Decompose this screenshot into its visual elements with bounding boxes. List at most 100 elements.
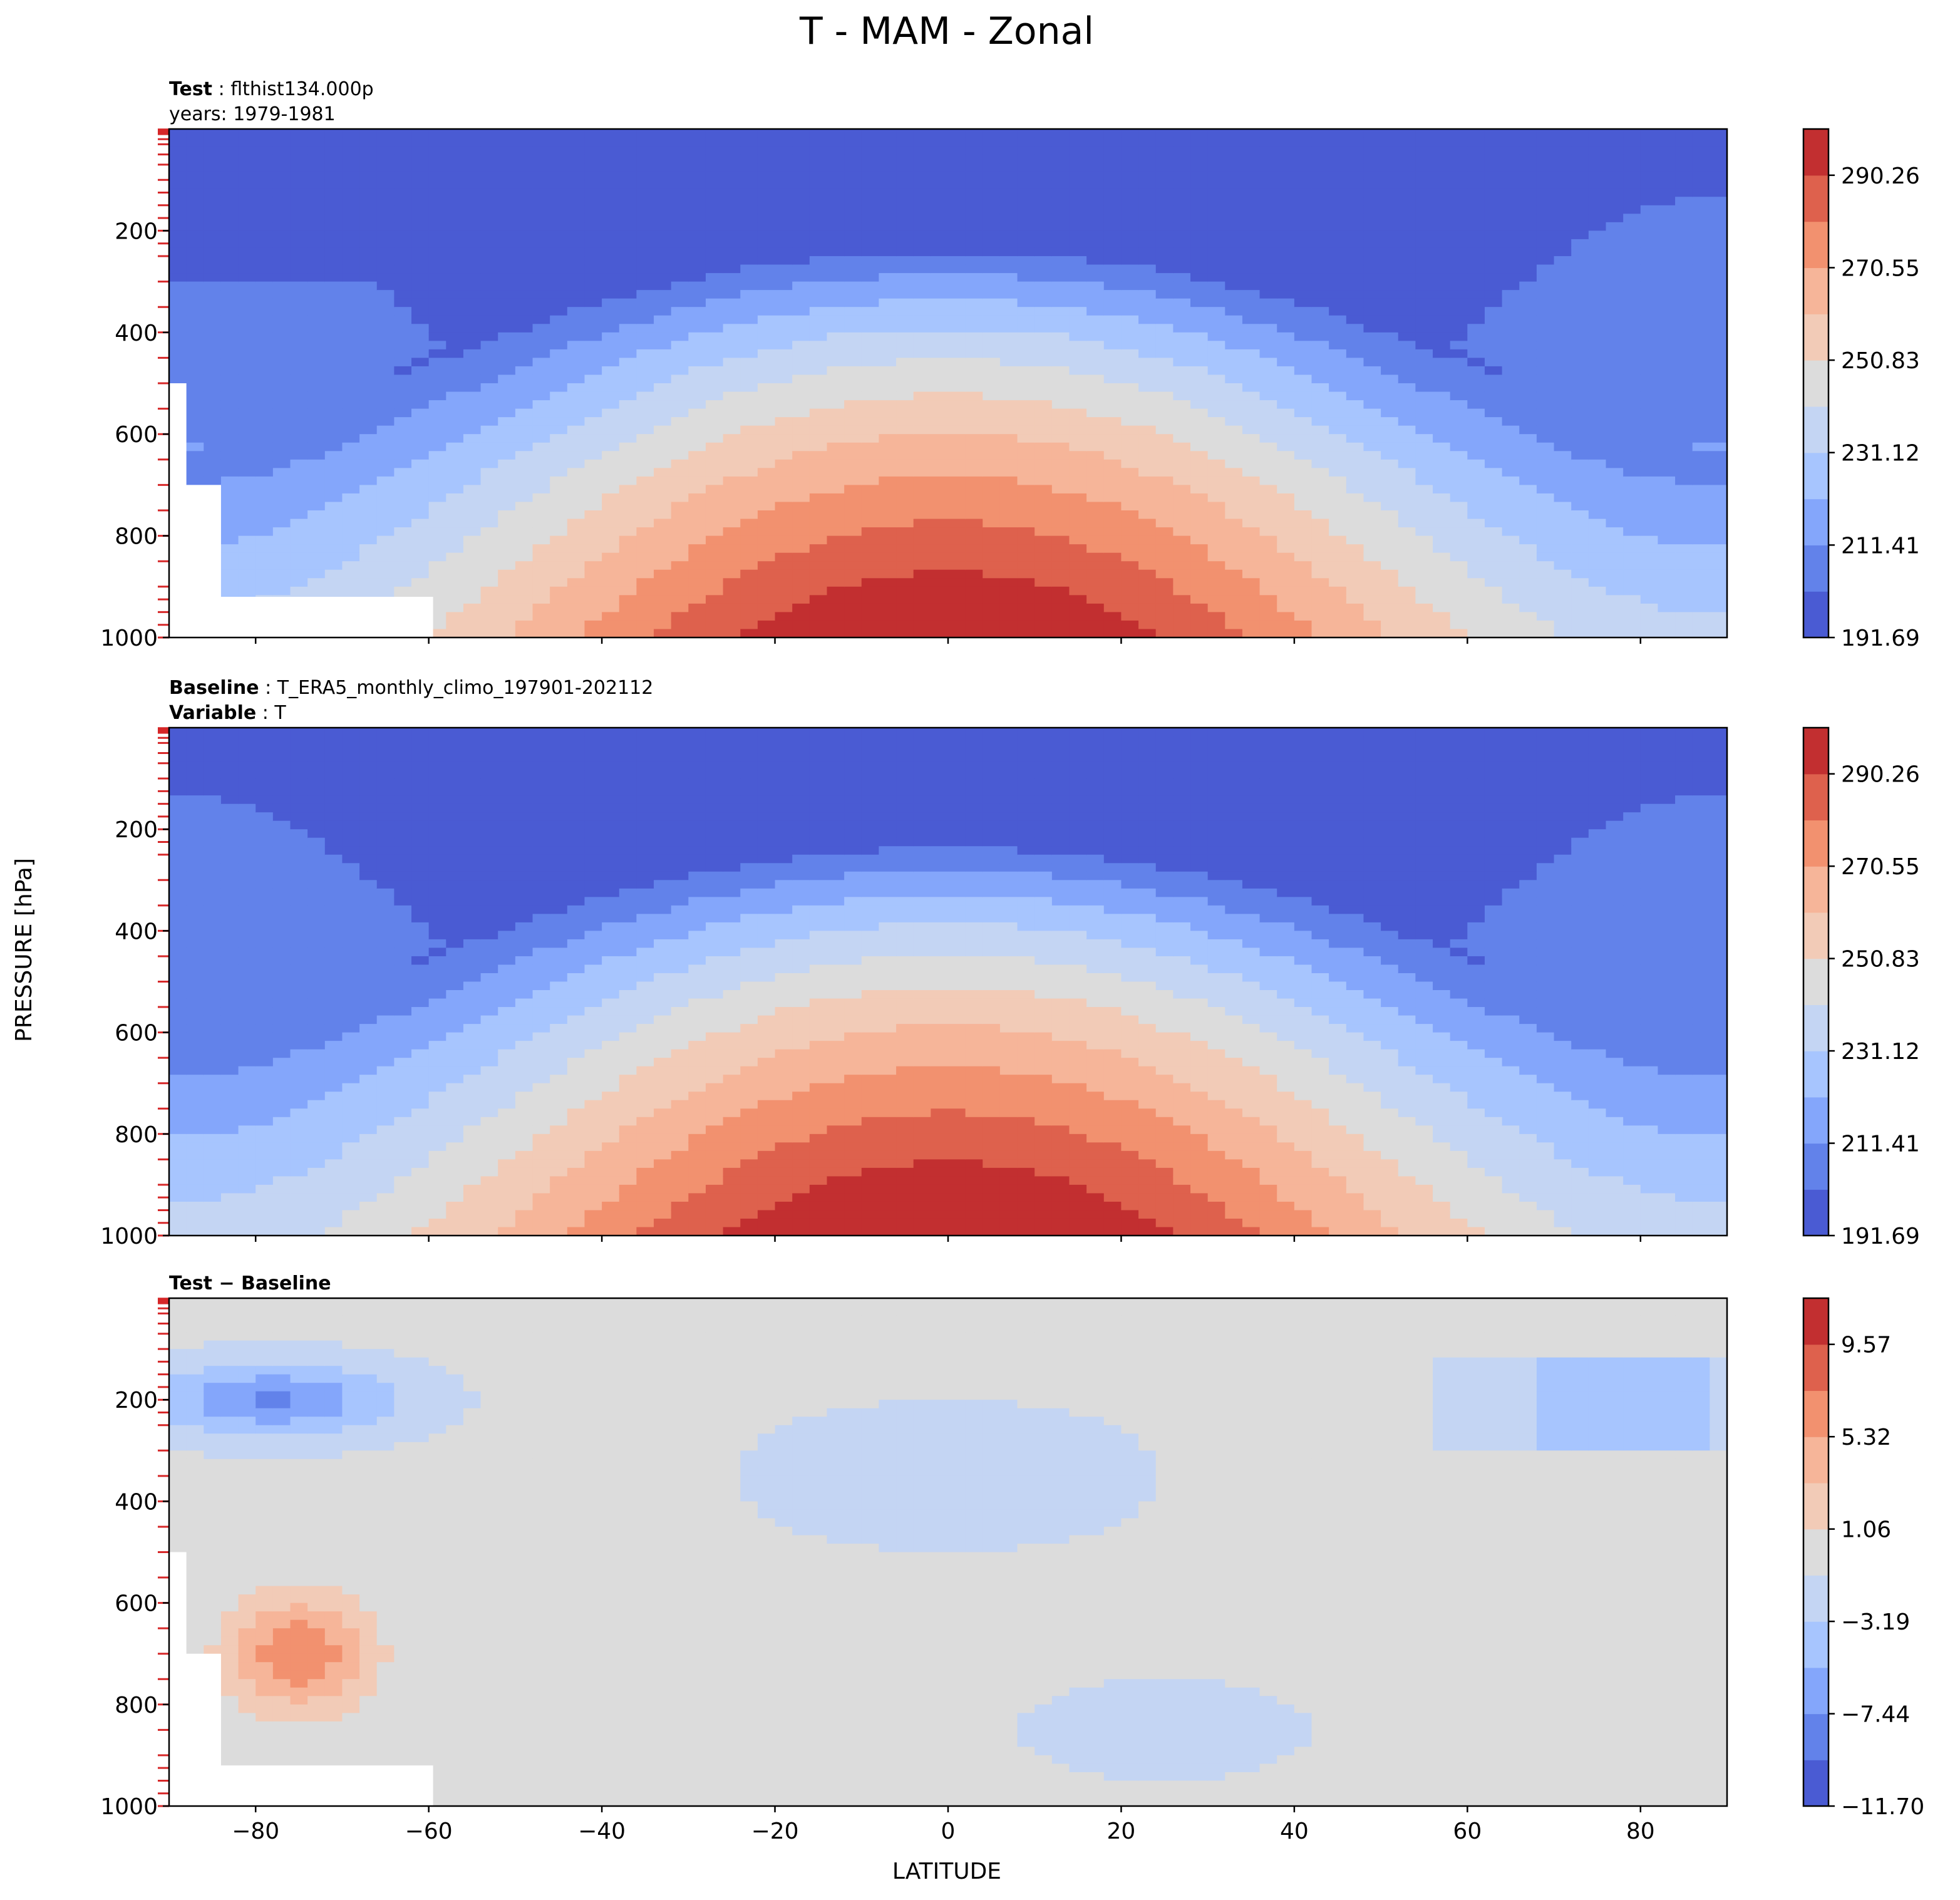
contour-cell (1155, 188, 1174, 198)
contour-cell (1138, 332, 1157, 342)
contour-cell (913, 552, 932, 562)
contour-cell (498, 485, 516, 494)
contour-cell (550, 197, 568, 206)
contour-cell (498, 180, 516, 189)
contour-cell (896, 434, 914, 443)
contour-cell (636, 595, 654, 604)
contour-cell (619, 612, 637, 621)
contour-cell (567, 629, 585, 638)
contour-cell (1554, 586, 1572, 596)
contour-cell (532, 400, 550, 410)
contour-cell (1467, 332, 1485, 342)
contour-cell (948, 349, 966, 359)
contour-cell (1536, 417, 1555, 426)
contour-cell (220, 459, 239, 469)
contour-cell (913, 476, 932, 486)
contour-cell (342, 222, 360, 232)
contour-cell (1484, 629, 1503, 638)
contour-cell (1346, 510, 1364, 520)
contour-cell (1173, 459, 1191, 469)
contour-cell (394, 230, 412, 240)
contour-cell (931, 417, 949, 426)
contour-cell (272, 451, 291, 460)
contour-cell (1536, 527, 1555, 537)
contour-cell (584, 180, 602, 189)
contour-cell (827, 519, 845, 528)
contour-cell (1155, 544, 1174, 554)
contour-cell (550, 222, 568, 232)
contour-cell (1138, 468, 1157, 477)
contour-cell (1398, 222, 1416, 232)
contour-cell (186, 374, 205, 384)
contour-cell (1484, 569, 1503, 579)
contour-cell (1415, 358, 1433, 367)
contour-cell (602, 578, 620, 587)
contour-cell (913, 188, 932, 198)
contour-cell (1398, 612, 1416, 621)
contour-cell (1086, 629, 1105, 638)
contour-cell (1138, 586, 1157, 596)
contour-cell (1225, 629, 1243, 638)
contour-cell (1034, 544, 1053, 554)
contour-cell (324, 569, 343, 579)
contour-cell (1190, 391, 1209, 401)
contour-cell (1571, 180, 1589, 189)
contour-cell (896, 256, 914, 266)
contour-cell (1363, 552, 1381, 562)
contour-cell (1450, 332, 1468, 342)
contour-cell (827, 197, 845, 206)
contour-cell (775, 146, 793, 155)
contour-cell (1329, 332, 1347, 342)
contour-cell (1138, 264, 1157, 274)
contour-cell (411, 425, 430, 435)
contour-cell (1103, 400, 1122, 410)
contour-cell (290, 502, 308, 511)
contour-cell (1225, 230, 1243, 240)
contour-cell (1588, 578, 1607, 587)
contour-cell (965, 307, 984, 316)
contour-cell (1398, 281, 1416, 291)
contour-cell (204, 324, 222, 333)
contour-cell (290, 383, 308, 393)
contour-cell (567, 307, 585, 316)
contour-cell (550, 290, 568, 299)
contour-cell (1311, 595, 1329, 604)
contour-cell (204, 290, 222, 299)
contour-cell (602, 374, 620, 384)
contour-cell (359, 408, 378, 418)
contour-cell (757, 366, 776, 376)
contour-cell (238, 586, 257, 596)
contour-cell (983, 374, 1001, 384)
contour-cell (1225, 408, 1243, 418)
contour-cell (567, 264, 585, 274)
contour-cell (272, 341, 291, 350)
contour-cell (428, 315, 447, 325)
panel-header-line: Test : flthist134.000p (169, 78, 374, 100)
contour-cell (827, 493, 845, 503)
contour-cell (913, 383, 932, 393)
contour-cell (1121, 315, 1139, 325)
contour-cell (1398, 595, 1416, 604)
contour-cell (1519, 298, 1537, 307)
contour-cell (480, 222, 499, 232)
contour-cell (792, 629, 810, 638)
contour-cell (411, 535, 430, 545)
contour-cell (809, 205, 828, 215)
contour-cell (1294, 535, 1313, 545)
contour-cell (1363, 205, 1381, 215)
contour-cell (376, 485, 395, 494)
contour-cell (498, 188, 516, 198)
contour-cell (1242, 298, 1261, 307)
contour-cell (913, 485, 932, 494)
contour-cell (1190, 324, 1209, 333)
contour-cell (1381, 519, 1399, 528)
contour-cell (1433, 586, 1451, 596)
contour-cell (1588, 485, 1607, 494)
x-axis-label: LATITUDE (892, 1859, 1001, 1884)
contour-cell (1173, 485, 1191, 494)
contour-cell (1294, 366, 1313, 376)
contour-cell (515, 544, 534, 554)
contour-cell (619, 578, 637, 587)
contour-cell (376, 171, 395, 180)
contour-cell (1225, 247, 1243, 257)
